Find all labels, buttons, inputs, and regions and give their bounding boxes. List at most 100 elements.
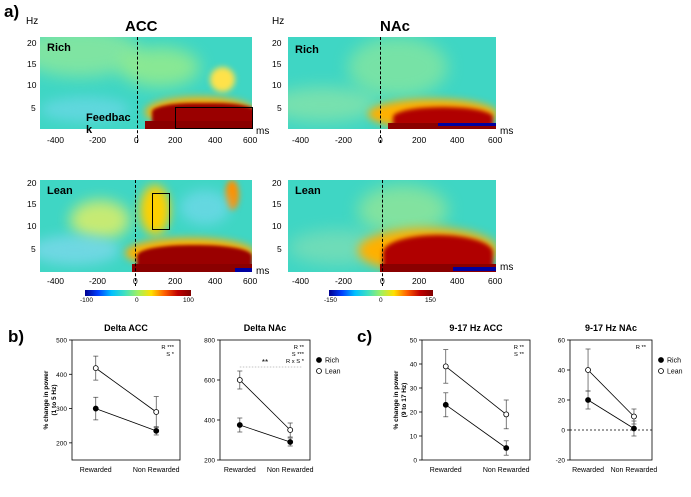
legend-marker	[658, 357, 664, 363]
y-axis-label-line2: (9 to 17 Hz)	[401, 383, 408, 418]
x-tick: 0	[133, 276, 138, 286]
series-line-rich	[445, 404, 507, 449]
panel-label-c: c)	[357, 327, 373, 346]
stats-label: S ***	[292, 352, 305, 358]
y-tick: 20	[27, 178, 37, 188]
panel-label-b: b)	[8, 327, 25, 346]
x-tick: 400	[450, 135, 465, 145]
y-axis-label: % change in power (1 to 5 Hz)	[43, 370, 58, 429]
y-tick-label: 40	[410, 362, 418, 369]
legend-label: Rich	[325, 358, 339, 365]
chart-svg: Delta NAc 200 400 600 800 Rewarded Non Rewarde…	[204, 323, 341, 474]
chart-title: 9-17 Hz NAc	[585, 323, 637, 333]
ms-label: ms	[256, 126, 270, 137]
y-axis-label-line1: % change in power	[393, 370, 400, 429]
legend-marker	[316, 368, 322, 374]
y-tick-label: 60	[558, 338, 566, 345]
x-tick: -200	[89, 276, 107, 286]
data-point-lean	[287, 427, 294, 433]
y-tick: 10	[27, 221, 37, 231]
nac-title: NAc	[380, 18, 411, 35]
series-line-lean	[587, 369, 635, 417]
x-tick: 200	[412, 135, 427, 145]
x-tick-label: Non Rewarded	[611, 467, 658, 474]
x-tick: 600	[488, 276, 503, 286]
y-tick-label: 500	[56, 338, 67, 345]
y-tick: 5	[277, 103, 282, 113]
data-point-rich	[287, 439, 294, 445]
stats-label: S **	[514, 352, 525, 358]
data-point-lean	[442, 363, 449, 370]
stats-label: R **	[514, 345, 525, 351]
x-tick: -400	[292, 276, 310, 286]
y-tick: 20	[272, 38, 282, 48]
significance-label: **	[262, 358, 268, 367]
x-tick: 400	[450, 276, 465, 286]
x-tick: 600	[488, 135, 503, 145]
x-tick: 400	[208, 276, 223, 286]
condition-label-lean: Lean	[295, 185, 321, 197]
x-tick: -200	[335, 135, 353, 145]
colorbar-tick: 100	[183, 297, 194, 304]
chart-title: Delta NAc	[244, 323, 287, 333]
y-tick: 15	[272, 59, 282, 69]
colorbar-nac	[329, 290, 433, 296]
stats-label: S *	[166, 352, 174, 358]
series-line-lean	[445, 366, 507, 415]
data-point-rich	[92, 405, 99, 412]
y-tick-label: 200	[56, 440, 67, 447]
y-tick: 15	[272, 199, 282, 209]
y-tick: 20	[272, 178, 282, 188]
x-tick-label: Non Rewarded	[483, 467, 530, 474]
data-point-rich	[442, 401, 449, 408]
plot-frame	[71, 339, 181, 461]
x-tick-label: Rewarded	[224, 467, 256, 474]
y-tick-label: 200	[204, 458, 215, 465]
y-axis-label-line2: (1 to 5 Hz)	[51, 384, 58, 415]
x-tick: -400	[47, 276, 65, 286]
chart-title: Delta ACC	[104, 323, 148, 333]
colorbar-tick: -100	[80, 297, 94, 304]
y-tick: 15	[27, 199, 37, 209]
legend-label: Lean	[325, 369, 341, 376]
y-tick: 20	[27, 38, 37, 48]
y-tick-label: 600	[204, 378, 215, 385]
ms-label: ms	[500, 126, 514, 137]
heatmap-acc-rich	[40, 37, 252, 129]
ms-label: ms	[256, 266, 270, 277]
y-tick-label: 0	[561, 428, 565, 435]
y-tick-label: 50	[410, 338, 418, 345]
y-tick-label: 20	[558, 398, 566, 405]
series-line-rich	[95, 408, 157, 432]
series-line-rich	[239, 424, 291, 443]
feedback-label-line2: k	[86, 124, 93, 136]
y-tick-label: -20	[556, 458, 566, 465]
data-point-lean	[236, 377, 243, 383]
x-tick-label: Non Rewarded	[133, 467, 180, 474]
x-tick-label: Rewarded	[430, 467, 462, 474]
stats-label: R x S *	[286, 359, 305, 365]
y-tick: 15	[27, 59, 37, 69]
stats-label: R ***	[161, 345, 174, 351]
data-point-lean	[153, 409, 160, 415]
chart-svg: Delta ACC 200 300 400 500 Rewarded Non Rewarde…	[43, 323, 181, 474]
chart-svg: 9-17 Hz NAc -20 0 20 40 60 Rewarded Non Rewarde…	[556, 323, 683, 474]
y-axis-label-line1: % change in power	[43, 370, 50, 429]
condition-label-rich: Rich	[47, 42, 71, 54]
data-point-lean	[503, 411, 510, 418]
y-tick-label: 10	[410, 434, 418, 441]
x-tick: -400	[292, 135, 310, 145]
x-tick: 600	[243, 276, 258, 286]
legend-marker	[658, 368, 664, 374]
hz-label: Hz	[272, 16, 285, 27]
roi-box-acc-rich	[175, 107, 253, 129]
colorbar-tick: 0	[135, 297, 139, 304]
series-line-lean	[239, 379, 291, 431]
time-zero-line	[382, 180, 383, 286]
data-point-lean	[631, 413, 637, 420]
x-tick-label: Non Rewarded	[267, 467, 314, 474]
time-zero-line	[135, 180, 136, 286]
y-tick-label: 400	[204, 418, 215, 425]
plot-frame	[219, 339, 311, 461]
y-tick-label: 40	[558, 368, 566, 375]
